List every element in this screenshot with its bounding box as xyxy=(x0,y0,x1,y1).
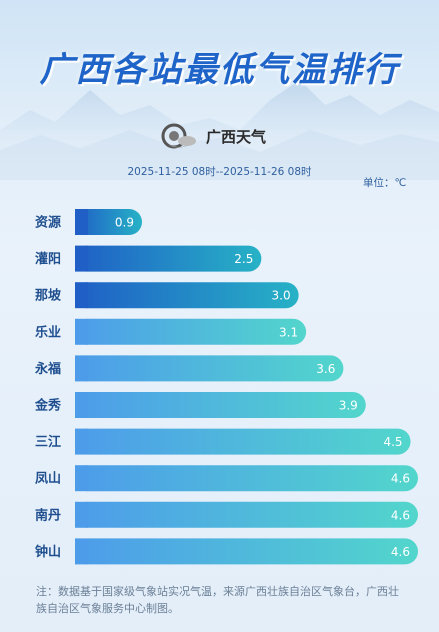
temperature-bar xyxy=(75,282,299,309)
temperature-bar-edge xyxy=(75,465,88,492)
temperature-bar-edge xyxy=(75,318,88,345)
value-label: 3.0 xyxy=(272,289,291,303)
weather-service-logo-icon xyxy=(161,123,196,149)
page-title: 广西各站最低气温排行 xyxy=(39,50,400,90)
station-label: 钟山 xyxy=(35,544,61,560)
station-label: 金秀 xyxy=(34,398,62,414)
station-label: 那坡 xyxy=(35,288,62,304)
station-label: 永福 xyxy=(34,361,61,377)
logo-name: 广西天气 xyxy=(206,127,267,146)
station-label: 灌阳 xyxy=(35,251,61,267)
station-label: 资源 xyxy=(35,215,61,231)
value-label: 4.6 xyxy=(391,472,410,486)
value-label: 0.9 xyxy=(115,216,134,230)
station-label: 南丹 xyxy=(35,507,61,523)
temperature-bar-edge xyxy=(75,209,88,235)
station-label: 凤山 xyxy=(35,471,61,487)
temperature-bar xyxy=(75,465,418,492)
value-label: 3.1 xyxy=(279,325,298,339)
station-label: 乐业 xyxy=(35,324,61,340)
temperature-bar xyxy=(75,428,411,455)
temperature-bar-edge xyxy=(75,392,88,418)
temperature-bar-edge xyxy=(75,538,88,565)
value-label: 4.6 xyxy=(391,508,410,522)
temperature-bar-edge xyxy=(75,355,88,382)
temperature-bar xyxy=(75,318,307,345)
value-label: 2.5 xyxy=(234,252,253,266)
value-label: 3.9 xyxy=(339,399,358,413)
temperature-bar-edge xyxy=(75,501,88,528)
footnote: 注：数据基于国家级气象站实况气温，来源广西壮族自治区气象台，广西壮族自治区气象服… xyxy=(36,585,399,615)
value-label: 4.5 xyxy=(383,435,402,449)
temperature-bar xyxy=(75,501,418,528)
temperature-bar-edge xyxy=(75,428,88,455)
temperature-bar xyxy=(75,392,366,418)
logo: 广西天气 xyxy=(160,121,266,151)
unit-label: 单位：℃ xyxy=(363,177,407,189)
temperature-bar-edge xyxy=(75,282,88,309)
mountain-background xyxy=(0,80,439,180)
temperature-bar xyxy=(75,209,142,235)
temperature-bar xyxy=(75,355,344,382)
temperature-bar xyxy=(75,538,418,565)
station-label: 三江 xyxy=(35,434,61,450)
date-range: 2025-11-25 08时--2025-11-26 08时 xyxy=(127,166,312,178)
temperature-bar-edge xyxy=(75,245,88,272)
value-label: 3.6 xyxy=(316,362,335,376)
temperature-bar xyxy=(75,245,262,272)
value-label: 4.6 xyxy=(391,545,410,559)
